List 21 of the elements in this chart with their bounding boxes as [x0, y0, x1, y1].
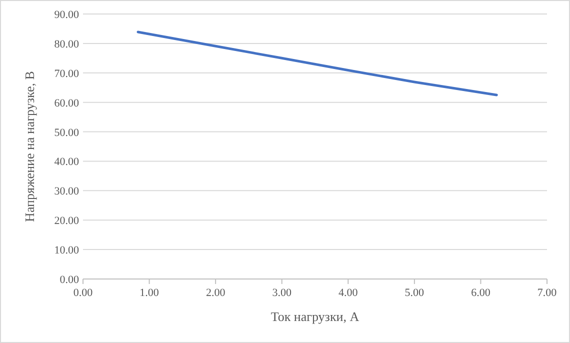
y-tick-label: 20.00 — [54, 215, 80, 228]
x-tick-label: 2.00 — [206, 287, 226, 299]
x-tick-label: 6.00 — [471, 287, 491, 299]
y-axis-title: Напряжение на нагрузке, В — [22, 70, 37, 222]
line-series — [136, 30, 498, 96]
x-tick-label: 3.00 — [272, 287, 292, 299]
y-tick-label: 70.00 — [54, 68, 80, 80]
x-tick-label: 7.00 — [537, 287, 558, 299]
y-tick-label: 0.00 — [60, 274, 80, 286]
y-tick-label: 90.00 — [54, 9, 80, 21]
y-tick-label: 50.00 — [54, 126, 80, 139]
y-tick-label: 80.00 — [54, 38, 80, 50]
x-axis-title: Ток нагрузки, А — [270, 309, 360, 324]
x-tick-label: 0.00 — [73, 287, 94, 299]
y-tick-label: 10.00 — [54, 244, 80, 257]
y-tick-label: 40.00 — [54, 156, 80, 168]
x-tick-label: 5.00 — [404, 287, 425, 299]
x-tick-label: 4.00 — [338, 287, 358, 299]
y-tick-label: 60.00 — [54, 97, 80, 110]
y-tick-label: 30.00 — [54, 186, 80, 198]
x-tick-label: 1.00 — [140, 287, 160, 299]
